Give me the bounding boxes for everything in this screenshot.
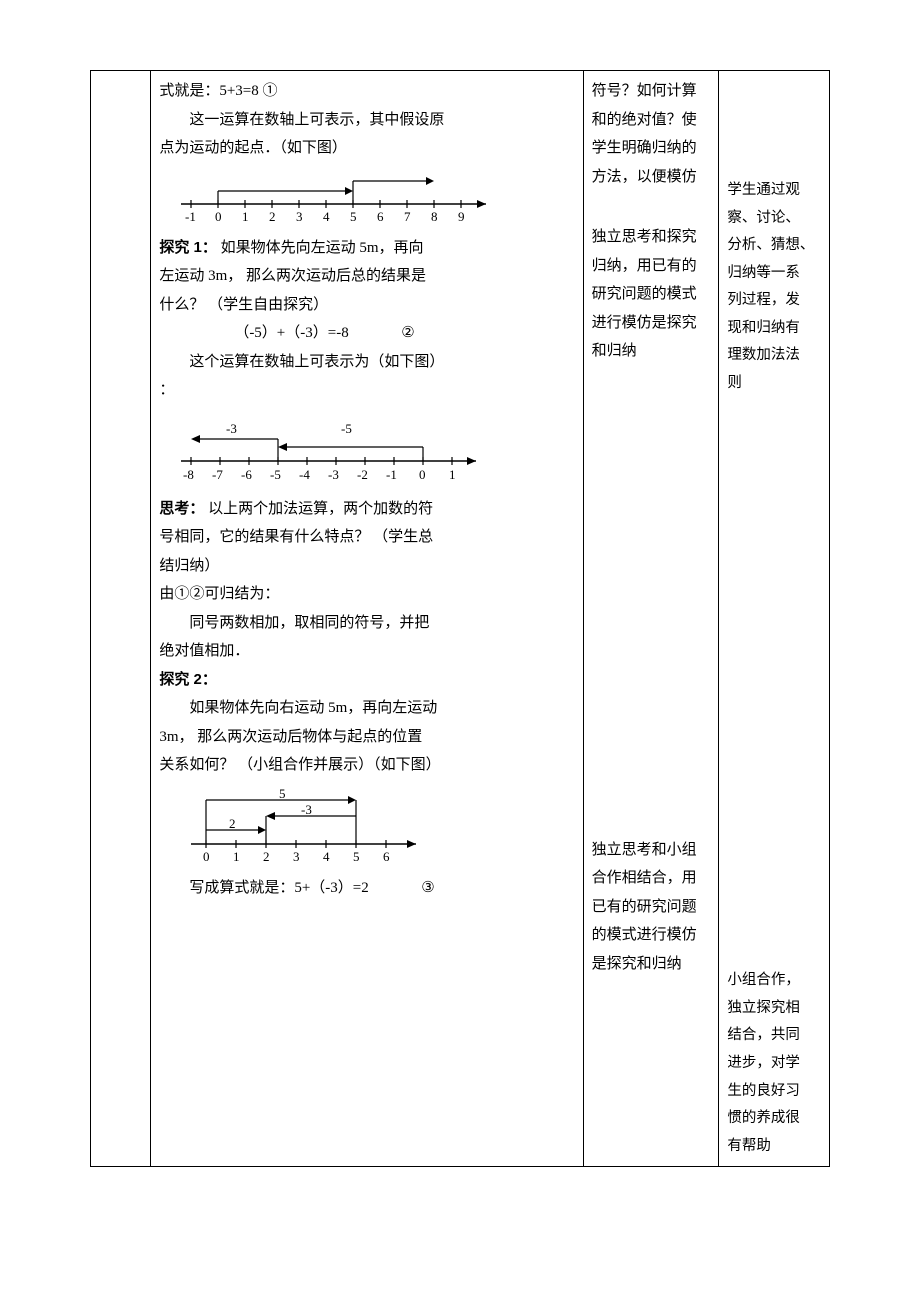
r2-l4: 进步，对学 xyxy=(727,1050,821,1078)
svg-text:0: 0 xyxy=(419,467,426,482)
t1-l3: 什么？ （学生自由探究） xyxy=(159,291,574,320)
intro-p2b: 点为运动的起点．（如下图） xyxy=(159,134,574,163)
intro-p2a: 这一运算在数轴上可表示，其中假设原 xyxy=(159,106,574,135)
svg-text:-1: -1 xyxy=(386,467,397,482)
svg-text:-3: -3 xyxy=(301,802,312,817)
svg-text:-2: -2 xyxy=(357,467,368,482)
mid1-l2: 和的绝对值？使 xyxy=(592,106,711,135)
t1-l4: 这个运算在数轴上可表示为（如下图） xyxy=(159,348,574,377)
t2-eq-line: 写成算式就是：5+（-3）=2 ③ xyxy=(159,874,574,903)
t1-eq-num: ② xyxy=(401,325,414,341)
sum-l2: 同号两数相加，取相同的符号，并把 xyxy=(159,609,574,638)
design-intent: 学生通过观 察、讨论、 分析、猜想、 归纳等一系 列过程，发 现和归纳有 理数加… xyxy=(719,71,830,1167)
mid3-l5: 是探究和归纳 xyxy=(592,950,711,979)
svg-text:2: 2 xyxy=(269,209,276,224)
intro-line: 式就是：5+3=8 ① xyxy=(159,77,574,106)
mid1-l3: 学生明确归纳的 xyxy=(592,134,711,163)
svg-text:1: 1 xyxy=(233,849,240,864)
number-line-3: 0 1 2 3 4 5 6 5 -3 2 xyxy=(171,786,431,864)
svg-text:7: 7 xyxy=(404,209,411,224)
svg-text:-3: -3 xyxy=(328,467,339,482)
svg-text:6: 6 xyxy=(377,209,384,224)
svg-text:3: 3 xyxy=(293,849,300,864)
r1-l4: 归纳等一系 xyxy=(727,260,821,288)
svg-text:-1: -1 xyxy=(185,209,196,224)
think-l3: 结归纳） xyxy=(159,552,574,581)
t2-l3: 关系如何？ （小组合作并展示）（如下图） xyxy=(159,751,574,780)
t2-title: 探究 2： xyxy=(159,666,574,695)
svg-text:1: 1 xyxy=(449,467,456,482)
t1-l5: ： xyxy=(159,376,574,405)
mid2-l4: 进行模仿是探究 xyxy=(592,309,711,338)
lesson-table: 式就是：5+3=8 ① 这一运算在数轴上可表示，其中假设原 点为运动的起点．（如… xyxy=(90,70,830,1167)
mid2-l3: 研究问题的模式 xyxy=(592,280,711,309)
svg-text:5: 5 xyxy=(353,849,360,864)
svg-text:9: 9 xyxy=(458,209,465,224)
svg-text:-5: -5 xyxy=(270,467,281,482)
r1-l7: 理数加法法 xyxy=(727,342,821,370)
svg-text:4: 4 xyxy=(323,849,330,864)
svg-text:-8: -8 xyxy=(183,467,194,482)
mid3-l1: 独立思考和小组 xyxy=(592,836,711,865)
t2-eq: 写成算式就是：5+（-3）=2 xyxy=(189,880,368,896)
r2-l7: 有帮助 xyxy=(727,1133,821,1161)
t1-l1: 如果物体先向左运动 5m，再向 xyxy=(221,240,424,256)
mid2-l1: 独立思考和探究 xyxy=(592,223,711,252)
svg-text:2: 2 xyxy=(229,816,236,831)
student-activity: 符号？如何计算 和的绝对值？使 学生明确归纳的 方法，以便模仿 独立思考和探究 … xyxy=(583,71,719,1167)
mid2-l2: 归纳，用已有的 xyxy=(592,252,711,281)
r2-l1: 小组合作， xyxy=(727,967,821,995)
mid1-l4: 方法，以便模仿 xyxy=(592,163,711,192)
svg-text:-5: -5 xyxy=(341,421,352,436)
svg-text:5: 5 xyxy=(350,209,357,224)
main-content: 式就是：5+3=8 ① 这一运算在数轴上可表示，其中假设原 点为运动的起点．（如… xyxy=(151,71,583,1167)
mid3-l2: 合作相结合，用 xyxy=(592,864,711,893)
number-line-1: -1 0 1 2 3 4 5 6 7 8 9 xyxy=(171,169,501,224)
t1-eq-line: （-5）+（-3）=-8 ② xyxy=(234,319,574,348)
r1-l8: 则 xyxy=(727,370,821,398)
svg-text:1: 1 xyxy=(242,209,249,224)
think-l2: 号相同，它的结果有什么特点？ （学生总 xyxy=(159,523,574,552)
svg-text:3: 3 xyxy=(296,209,303,224)
svg-text:-7: -7 xyxy=(212,467,223,482)
t2-l2: 3m， 那么两次运动后物体与起点的位置 xyxy=(159,723,574,752)
number-line-2: -8 -7 -6 -5 -4 -3 -2 -1 0 1 -3 -5 xyxy=(171,411,491,485)
svg-text:-6: -6 xyxy=(241,467,252,482)
svg-text:0: 0 xyxy=(203,849,210,864)
sum-l3: 绝对值相加． xyxy=(159,637,574,666)
r1-l2: 察、讨论、 xyxy=(727,205,821,233)
t1-title: 探究 1： xyxy=(159,239,217,256)
r2-l6: 惯的养成很 xyxy=(727,1105,821,1133)
r2-l2: 独立探究相 xyxy=(727,995,821,1023)
sum-l1: 由①②可归结为： xyxy=(159,580,574,609)
t1-eq: （-5）+（-3）=-8 xyxy=(234,325,348,341)
table-row: 式就是：5+3=8 ① 这一运算在数轴上可表示，其中假设原 点为运动的起点．（如… xyxy=(91,71,830,1167)
svg-text:2: 2 xyxy=(263,849,270,864)
think-title: 思考： xyxy=(159,500,204,517)
r2-l3: 结合，共同 xyxy=(727,1022,821,1050)
r1-l6: 现和归纳有 xyxy=(727,315,821,343)
r1-l1: 学生通过观 xyxy=(727,177,821,205)
r1-l5: 列过程，发 xyxy=(727,287,821,315)
think-line: 思考： 以上两个加法运算，两个加数的符 xyxy=(159,495,574,524)
svg-text:5: 5 xyxy=(279,786,286,801)
svg-text:8: 8 xyxy=(431,209,438,224)
think-l1: 以上两个加法运算，两个加数的符 xyxy=(208,501,433,517)
left-gutter xyxy=(91,71,151,1167)
svg-text:-4: -4 xyxy=(299,467,310,482)
mid2-l5: 和归纳 xyxy=(592,337,711,366)
t2-l1: 如果物体先向右运动 5m，再向左运动 xyxy=(159,694,574,723)
r1-l3: 分析、猜想、 xyxy=(727,232,821,260)
mid3-l4: 的模式进行模仿 xyxy=(592,921,711,950)
t2-eq-num: ③ xyxy=(421,880,434,896)
mid3-l3: 已有的研究问题 xyxy=(592,893,711,922)
svg-text:-3: -3 xyxy=(226,421,237,436)
t1-line: 探究 1： 如果物体先向左运动 5m，再向 xyxy=(159,234,574,263)
r2-l5: 生的良好习 xyxy=(727,1078,821,1106)
t1-l2: 左运动 3m， 那么两次运动后总的结果是 xyxy=(159,262,574,291)
svg-text:0: 0 xyxy=(215,209,222,224)
svg-text:6: 6 xyxy=(383,849,390,864)
mid1-l1: 符号？如何计算 xyxy=(592,77,711,106)
svg-text:4: 4 xyxy=(323,209,330,224)
